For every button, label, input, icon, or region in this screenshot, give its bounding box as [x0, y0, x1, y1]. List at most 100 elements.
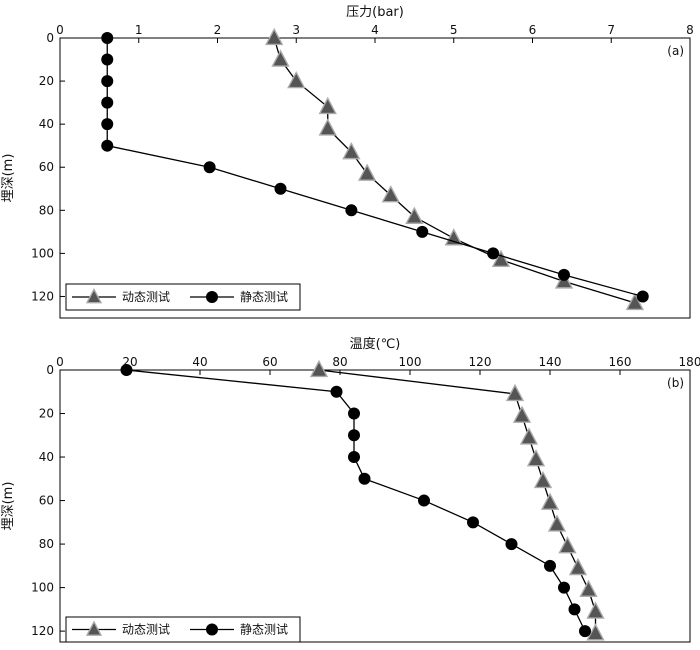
legend: 动态测试 静态测试: [65, 616, 301, 643]
data-point-dynamic: [342, 142, 361, 160]
x-tick-label: 8: [686, 23, 694, 37]
x-tick-label: 0: [56, 23, 64, 37]
data-point-dynamic: [586, 601, 605, 619]
x-tick-label: 180: [679, 355, 700, 369]
data-point-static: [101, 118, 114, 131]
x-tick-label: 3: [292, 23, 300, 37]
data-point-static: [101, 32, 114, 44]
data-point-static: [544, 559, 556, 572]
y-tick-label: 40: [39, 117, 54, 131]
legend-marker-triangle-icon: [85, 620, 103, 636]
y-tick-label: 120: [31, 624, 54, 638]
x-axis-title: 压力(bar): [346, 5, 404, 20]
data-point-static: [330, 385, 343, 398]
plot-frame: [59, 369, 691, 643]
data-point-dynamic: [265, 27, 284, 46]
data-point-dynamic: [271, 49, 290, 67]
y-tick-label: 0: [46, 31, 54, 45]
data-point-static: [418, 494, 430, 507]
y-tick-label: 20: [39, 407, 54, 421]
x-tick-label: 2: [214, 23, 222, 37]
x-tick-label: 7: [607, 23, 615, 37]
legend-marker-circle-icon: [206, 291, 218, 303]
data-point-static: [579, 625, 591, 638]
chart-panel-b: 0 20 40 60 80 100 120 140 160 180020406080100120温…: [1, 336, 700, 643]
x-axis-title: 温度(℃): [350, 336, 401, 352]
data-point-dynamic: [318, 118, 337, 136]
data-point-static: [505, 538, 518, 551]
data-point-dynamic: [381, 185, 400, 203]
data-point-dynamic: [318, 96, 337, 115]
y-tick-label: 0: [46, 363, 54, 377]
legend-label: 动态测试: [122, 289, 170, 304]
legend-label: 静态测试: [240, 289, 288, 304]
data-point-dynamic: [540, 492, 560, 510]
y-tick-label: 20: [39, 74, 54, 88]
data-point-static: [348, 407, 360, 420]
panel-tag: (a): [667, 44, 684, 58]
data-point-static: [416, 225, 429, 238]
y-tick-label: 60: [39, 494, 54, 508]
data-point-static: [348, 429, 360, 442]
chart-panel-a: 0 1 2 3 4 5 6 7 8020406080100120压力(bar)埋深(m)(a)动…: [1, 5, 694, 319]
data-point-static: [467, 516, 479, 529]
legend: 动态测试 静态测试: [65, 283, 301, 311]
data-point-dynamic: [512, 405, 532, 423]
data-point-static: [101, 139, 114, 152]
x-tick-label: 100: [399, 355, 422, 369]
data-point-dynamic: [505, 383, 525, 402]
y-tick-label: 60: [39, 160, 54, 174]
y-tick-label: 80: [39, 537, 54, 551]
data-point-dynamic: [586, 623, 605, 641]
data-point-static: [568, 603, 581, 616]
data-point-dynamic: [444, 228, 463, 246]
data-point-static: [203, 161, 216, 174]
data-point-static: [345, 204, 358, 217]
x-tick-label: 0: [56, 355, 64, 369]
data-point-static: [487, 247, 500, 260]
data-point-static: [348, 451, 360, 464]
data-point-static: [558, 581, 570, 594]
data-point-static: [101, 75, 114, 88]
data-point-static: [101, 53, 114, 66]
data-point-static: [636, 290, 649, 303]
x-tick-label: 80: [332, 355, 347, 369]
x-tick-label: 160: [609, 355, 632, 369]
data-point-static: [558, 268, 570, 281]
plot-frame: [59, 37, 691, 319]
data-point-dynamic: [533, 470, 553, 489]
data-point-static: [120, 364, 133, 376]
x-tick-label: 60: [262, 355, 277, 369]
y-tick-label: 100: [31, 246, 54, 260]
data-point-dynamic: [526, 449, 546, 467]
y-axis-title: 埋深(m): [1, 482, 16, 531]
x-tick-label: 6: [529, 23, 537, 37]
data-point-dynamic: [558, 536, 577, 554]
y-tick-label: 80: [39, 203, 54, 217]
data-point-static: [358, 472, 371, 485]
y-tick-label: 40: [39, 450, 54, 464]
x-tick-label: 1: [135, 23, 143, 37]
data-point-dynamic: [568, 557, 588, 576]
x-tick-label: 5: [450, 23, 458, 37]
legend-marker-triangle-icon: [85, 287, 103, 304]
y-tick-label: 120: [31, 289, 54, 303]
x-tick-label: 4: [371, 23, 379, 37]
x-tick-label: 140: [539, 355, 562, 369]
data-point-dynamic: [287, 70, 306, 89]
y-tick-label: 100: [31, 581, 54, 595]
data-point-dynamic: [519, 427, 539, 445]
legend-label: 动态测试: [122, 622, 170, 637]
x-tick-label: 40: [192, 355, 207, 369]
panel-tag: (b): [667, 376, 684, 390]
data-point-static: [274, 182, 287, 195]
data-point-static: [101, 96, 114, 109]
data-point-dynamic: [405, 206, 424, 224]
data-point-dynamic: [547, 514, 567, 532]
series-line-static: [106, 38, 643, 298]
data-point-dynamic: [309, 359, 329, 378]
legend-marker-circle-icon: [206, 623, 218, 636]
data-point-dynamic: [357, 163, 377, 181]
